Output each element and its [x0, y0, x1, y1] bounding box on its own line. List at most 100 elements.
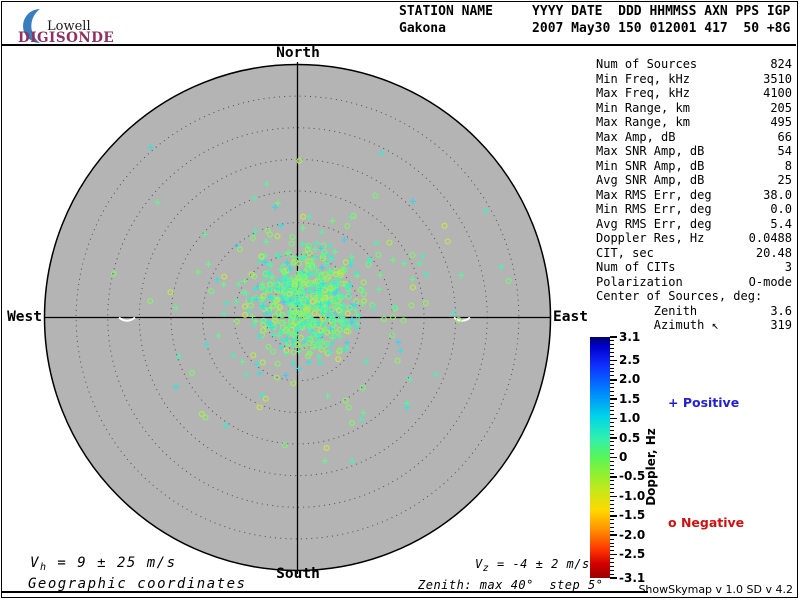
colorbar-major-tick — [610, 534, 617, 536]
colorbar-tick-label: -1.5 — [619, 508, 646, 523]
source-point-positive — [291, 342, 298, 349]
source-point-positive — [312, 246, 319, 253]
source-point-negative — [304, 353, 311, 360]
logo-digisonde: DIGISONDE — [18, 30, 115, 46]
colorbar-minor-tick — [610, 464, 614, 466]
source-point-negative — [288, 240, 295, 247]
source-point-negative — [300, 213, 307, 220]
source-point-positive — [318, 245, 325, 252]
stats-row: Zenith 3.6 — [596, 303, 792, 318]
colorbar-major-tick — [610, 476, 617, 478]
source-point-positive — [241, 278, 248, 285]
colorbar-minor-tick — [610, 363, 614, 365]
colorbar-minor-tick — [610, 344, 614, 346]
source-point-negative — [260, 317, 267, 324]
label-south: South — [276, 566, 320, 582]
colorbar-major-tick — [610, 417, 617, 420]
source-point-positive — [373, 239, 380, 246]
colorbar-tick-label: -0.5 — [619, 469, 646, 484]
colorbar-major-tick — [610, 398, 617, 400]
source-point-positive — [262, 273, 269, 280]
source-point-positive — [397, 348, 404, 355]
source-point-positive — [301, 254, 308, 260]
source-point-positive — [319, 264, 326, 271]
source-point-negative — [279, 312, 286, 319]
source-point-negative — [147, 298, 154, 305]
stats-row: Num of Sources 824 — [596, 57, 792, 71]
source-point-positive — [284, 341, 291, 348]
source-point-negative — [344, 310, 351, 317]
legend-negative: o Negative — [668, 515, 745, 530]
source-point-positive — [288, 275, 295, 282]
colorbar-minor-tick — [610, 425, 614, 427]
colorbar-minor-tick — [610, 352, 614, 354]
colorbar-major-tick — [610, 515, 617, 517]
source-point-positive — [324, 341, 331, 348]
vz-velocity: Vz = -4 ± 2 m/s — [475, 557, 590, 574]
source-point-negative — [221, 273, 228, 280]
source-point-negative — [273, 374, 280, 381]
source-point-positive — [295, 365, 302, 372]
source-point-positive — [293, 300, 300, 307]
source-point-negative — [281, 442, 288, 449]
source-point-negative — [279, 319, 286, 326]
source-point-positive — [251, 195, 258, 201]
source-point-positive — [307, 349, 313, 356]
source-point-negative — [390, 314, 397, 321]
source-point-positive — [278, 344, 285, 351]
source-point-positive — [336, 301, 343, 308]
source-point-negative — [336, 307, 343, 314]
colorbar-tick-label: 3.1 — [619, 329, 641, 344]
source-point-negative — [409, 252, 416, 259]
source-point-negative — [295, 306, 302, 313]
source-point-positive — [458, 272, 465, 279]
stats-row: Min RMS Err, deg 0.0 — [596, 202, 792, 216]
source-point-negative — [345, 293, 352, 300]
source-point-negative — [267, 231, 274, 238]
source-point-negative — [345, 404, 352, 411]
colorbar-minor-tick — [610, 526, 614, 528]
source-point-negative — [304, 306, 311, 313]
stats-row: Max Freq, kHz 4100 — [596, 86, 792, 100]
source-point-positive — [332, 334, 339, 340]
source-point-negative — [357, 286, 364, 293]
colorbar-minor-tick — [610, 550, 614, 552]
source-point-positive — [302, 319, 309, 325]
colorbar-tick-label: 1.0 — [619, 411, 641, 426]
colorbar-minor-tick — [610, 348, 614, 350]
source-point-negative — [360, 279, 367, 286]
source-point-negative — [323, 275, 330, 282]
source-point-positive — [265, 319, 272, 326]
colorbar-minor-tick — [610, 371, 614, 373]
stats-row: Polarization O-mode — [596, 274, 792, 289]
source-point-negative — [381, 316, 388, 323]
source-point-positive — [346, 323, 353, 330]
source-point-positive — [312, 254, 319, 261]
source-point-positive — [299, 240, 306, 247]
version-text: ShowSkymap v 1.0 SD v 4.2 — [638, 583, 793, 596]
source-point-positive — [290, 253, 296, 260]
source-point-positive — [345, 287, 352, 294]
colorbar-minor-tick — [610, 488, 614, 490]
source-point-positive — [307, 287, 313, 294]
stats-row: Doppler Res, Hz 0.0488 — [596, 231, 792, 245]
source-point-positive — [352, 306, 359, 313]
colorbar-tick-label: -1.0 — [619, 488, 646, 503]
source-point-negative — [318, 327, 325, 334]
source-point-positive — [416, 260, 423, 267]
stats-list: Num of Sources 824 Min Freq, kHz 3510 Max Fr… — [596, 57, 792, 333]
source-point-positive — [286, 331, 293, 338]
source-point-positive — [391, 304, 398, 311]
source-point-positive — [377, 272, 384, 279]
source-point-positive — [306, 302, 313, 309]
source-point-positive — [259, 392, 266, 399]
source-point-negative — [260, 292, 267, 299]
source-point-positive — [433, 371, 440, 378]
source-point-positive — [325, 299, 332, 306]
source-point-positive — [154, 199, 161, 206]
source-point-positive — [205, 261, 212, 268]
source-point-negative — [233, 318, 240, 325]
source-point-negative — [323, 295, 330, 302]
source-point-negative — [291, 281, 298, 288]
